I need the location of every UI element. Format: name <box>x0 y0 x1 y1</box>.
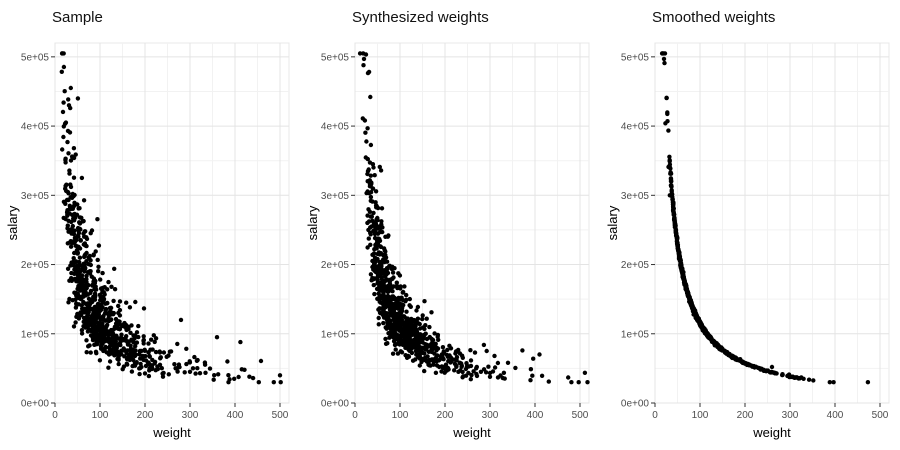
x-axis: 0 100 200 300 400 500 <box>352 403 589 421</box>
data-point <box>661 56 667 62</box>
grid-major <box>654 43 889 404</box>
y-tick-label: 5e+05 <box>621 52 650 63</box>
x-tick-label: 0 <box>652 410 658 421</box>
plot-panel <box>654 42 890 404</box>
chart-panel-smoothed: Smoothed weights 0 100 200 300 400 500 0e+00 1e… <box>600 0 900 450</box>
y-tick-label: 0e+00 <box>321 399 350 410</box>
data-point <box>531 356 536 361</box>
y-tick-label: 1e+05 <box>321 329 350 340</box>
y-tick-label: 2e+05 <box>621 260 650 271</box>
x-tick-label: 0 <box>352 410 358 421</box>
x-axis: 0 100 200 300 400 500 <box>652 403 889 421</box>
data-point <box>377 164 382 170</box>
y-tick-label: 0e+00 <box>621 399 650 410</box>
x-tick-label: 100 <box>92 410 109 421</box>
x-tick-label: 500 <box>572 410 589 421</box>
scatter-plot: 0 100 200 300 400 500 0e+00 1e+05 2e+05 3e+05 4e+0… <box>605 42 890 440</box>
grid-minor <box>55 43 289 403</box>
x-tick-label: 0 <box>52 410 58 421</box>
x-tick-label: 400 <box>527 410 544 421</box>
data-point <box>666 164 671 170</box>
x-axis: 0 100 200 300 400 500 <box>52 403 289 421</box>
y-tick-label: 3e+05 <box>621 191 650 202</box>
grid-major <box>354 43 589 404</box>
y-axis: 0e+00 1e+05 2e+05 3e+05 4e+05 5e+05 <box>321 52 355 410</box>
x-tick-label: 200 <box>437 410 454 421</box>
scatter-points <box>59 51 283 385</box>
data-point <box>247 374 252 379</box>
data-point <box>238 339 243 345</box>
x-axis-title: weight <box>152 425 191 440</box>
x-axis-title: weight <box>752 425 791 440</box>
y-tick-label: 1e+05 <box>621 329 650 340</box>
plot-panel <box>54 42 290 404</box>
y-tick-label: 1e+05 <box>21 329 50 340</box>
data-point <box>799 375 804 380</box>
data-point <box>277 373 283 378</box>
x-tick-label: 500 <box>272 410 289 421</box>
x-tick-label: 200 <box>137 410 154 421</box>
y-tick-label: 5e+05 <box>321 52 350 63</box>
data-point <box>236 374 241 380</box>
x-axis-title: weight <box>452 425 491 440</box>
data-point <box>786 372 792 377</box>
data-point <box>362 118 368 123</box>
chart-title: Smoothed weights <box>652 9 776 26</box>
y-tick-label: 5e+05 <box>21 52 50 63</box>
data-point <box>361 56 367 62</box>
chart-panel-sample: Sample 0 100 200 300 400 500 0e+00 1e+05 2e+05 3e… <box>0 0 300 450</box>
data-point <box>378 168 384 173</box>
x-tick-label: 300 <box>482 410 499 421</box>
x-tick-label: 300 <box>782 410 799 421</box>
x-tick-label: 200 <box>737 410 754 421</box>
chart-panel-synthesized: Synthesized weights 0 100 200 300 400 500 0e+0… <box>300 0 600 450</box>
data-point <box>769 364 775 370</box>
y-tick-label: 3e+05 <box>321 191 350 202</box>
scatter-points <box>659 51 871 385</box>
chart-title: Sample <box>52 9 103 26</box>
x-tick-label: 300 <box>182 410 199 421</box>
y-tick-label: 4e+05 <box>321 122 350 133</box>
y-axis-title: salary <box>305 205 320 240</box>
data-point <box>662 60 667 66</box>
data-point <box>225 359 230 364</box>
data-point <box>505 360 511 365</box>
scatter-plot: 0 100 200 300 400 500 0e+00 1e+05 2e+05 3e+05 4e+0… <box>305 42 590 440</box>
y-tick-label: 2e+05 <box>21 260 50 271</box>
data-point <box>71 146 77 151</box>
y-tick-label: 0e+00 <box>21 399 50 410</box>
data-point <box>520 348 525 353</box>
data-point <box>492 353 497 359</box>
data-point <box>66 103 72 108</box>
x-tick-label: 500 <box>872 410 889 421</box>
data-point <box>187 369 193 374</box>
x-tick-label: 100 <box>692 410 709 421</box>
grid-minor <box>655 43 889 403</box>
x-tick-label: 400 <box>227 410 244 421</box>
data-point <box>65 128 71 134</box>
data-point <box>214 335 220 340</box>
y-axis: 0e+00 1e+05 2e+05 3e+05 4e+05 5e+05 <box>621 52 655 410</box>
x-tick-label: 400 <box>827 410 844 421</box>
scatter-plot: 0 100 200 300 400 500 0e+00 1e+05 2e+05 3e+05 4e+0… <box>5 42 290 440</box>
chart-title: Synthesized weights <box>352 9 489 26</box>
y-tick-label: 4e+05 <box>21 122 50 133</box>
data-point <box>68 85 73 91</box>
y-axis: 0e+00 1e+05 2e+05 3e+05 4e+05 5e+05 <box>21 52 55 410</box>
data-point <box>178 317 184 323</box>
data-point <box>667 193 672 198</box>
y-tick-label: 2e+05 <box>321 260 350 271</box>
data-point <box>663 121 668 126</box>
y-tick-label: 3e+05 <box>21 191 50 202</box>
y-axis-title: salary <box>605 205 620 240</box>
x-tick-label: 100 <box>392 410 409 421</box>
y-axis-title: salary <box>5 205 20 240</box>
data-point <box>361 63 366 68</box>
scatter-points <box>357 51 590 385</box>
data-point <box>537 352 542 357</box>
y-tick-label: 4e+05 <box>621 122 650 133</box>
